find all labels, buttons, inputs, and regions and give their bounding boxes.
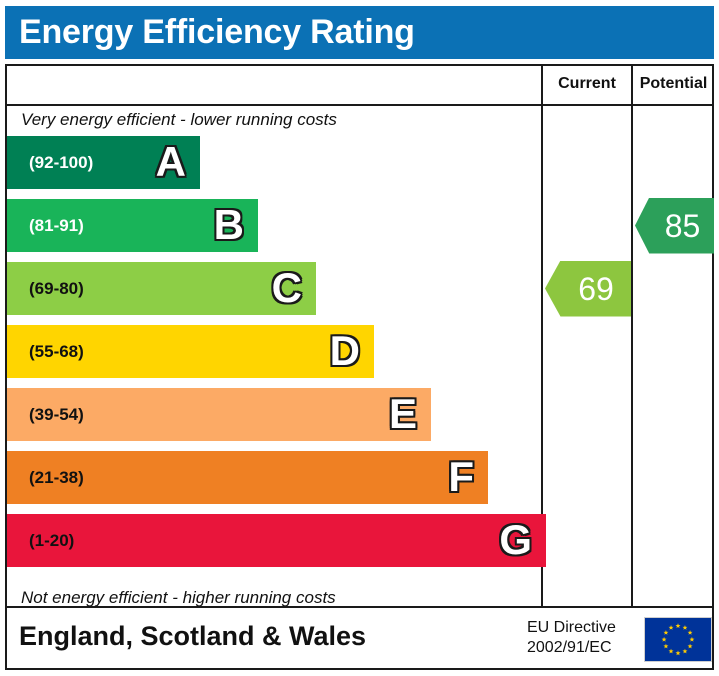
column-header-potential: Potential	[639, 75, 708, 92]
band-letter-b: B	[213, 200, 244, 248]
band-bar-a: (92-100) A	[7, 136, 200, 189]
band-bar-f: (21-38) F	[7, 451, 488, 504]
column-divider-potential	[631, 66, 633, 606]
chart-footer: England, Scotland & Wales EU Directive 2…	[5, 608, 714, 670]
band-letter-e: E	[388, 389, 417, 437]
eu-directive-line-2: 2002/91/EC	[527, 639, 612, 656]
eu-flag-icon	[644, 617, 712, 662]
header-divider	[7, 104, 712, 106]
band-range-b: (81-91)	[29, 215, 84, 235]
potential-rating-value: 85	[664, 207, 701, 244]
band-range-e: (39-54)	[29, 404, 84, 424]
band-bar-b: (81-91) B	[7, 199, 258, 252]
band-range-g: (1-20)	[29, 530, 75, 550]
page-title: Energy Efficiency Rating	[19, 13, 415, 51]
caption-not-efficient: Not energy efficient - higher running co…	[21, 588, 336, 607]
potential-rating-arrow: 85	[635, 197, 714, 254]
band-letter-g: G	[499, 515, 532, 563]
band-letter-c: C	[271, 263, 302, 311]
band-letter-f: F	[448, 452, 474, 500]
band-range-f: (21-38)	[29, 467, 84, 487]
caption-efficient: Very energy efficient - lower running co…	[21, 110, 337, 129]
eu-directive-label: EU Directive 2002/91/EC	[527, 618, 635, 658]
chart-title-bar: Energy Efficiency Rating	[5, 6, 714, 59]
region-label: England, Scotland & Wales	[19, 621, 367, 651]
column-divider-current	[541, 66, 543, 606]
band-bar-d: (55-68) D	[7, 325, 374, 378]
eu-directive-line-1: EU Directive	[527, 619, 616, 636]
band-letter-a: A	[155, 137, 186, 185]
band-bar-e: (39-54) E	[7, 388, 431, 441]
eu-flag-stars	[645, 618, 711, 661]
band-bar-c: (69-80) C	[7, 262, 316, 315]
rating-table: Current Potential Very energy efficient …	[5, 64, 714, 608]
band-range-c: (69-80)	[29, 278, 84, 298]
band-bar-group: (92-100) A (81-91) B (69-80) C (55-68) D…	[7, 136, 546, 578]
band-bar-g: (1-20) G	[7, 514, 546, 567]
column-header-current: Current	[558, 75, 616, 92]
current-rating-arrow: 69	[545, 260, 631, 317]
band-letter-d: D	[329, 326, 360, 374]
current-rating-value: 69	[578, 270, 614, 307]
band-range-a: (92-100)	[29, 152, 94, 172]
band-range-d: (55-68)	[29, 341, 84, 361]
